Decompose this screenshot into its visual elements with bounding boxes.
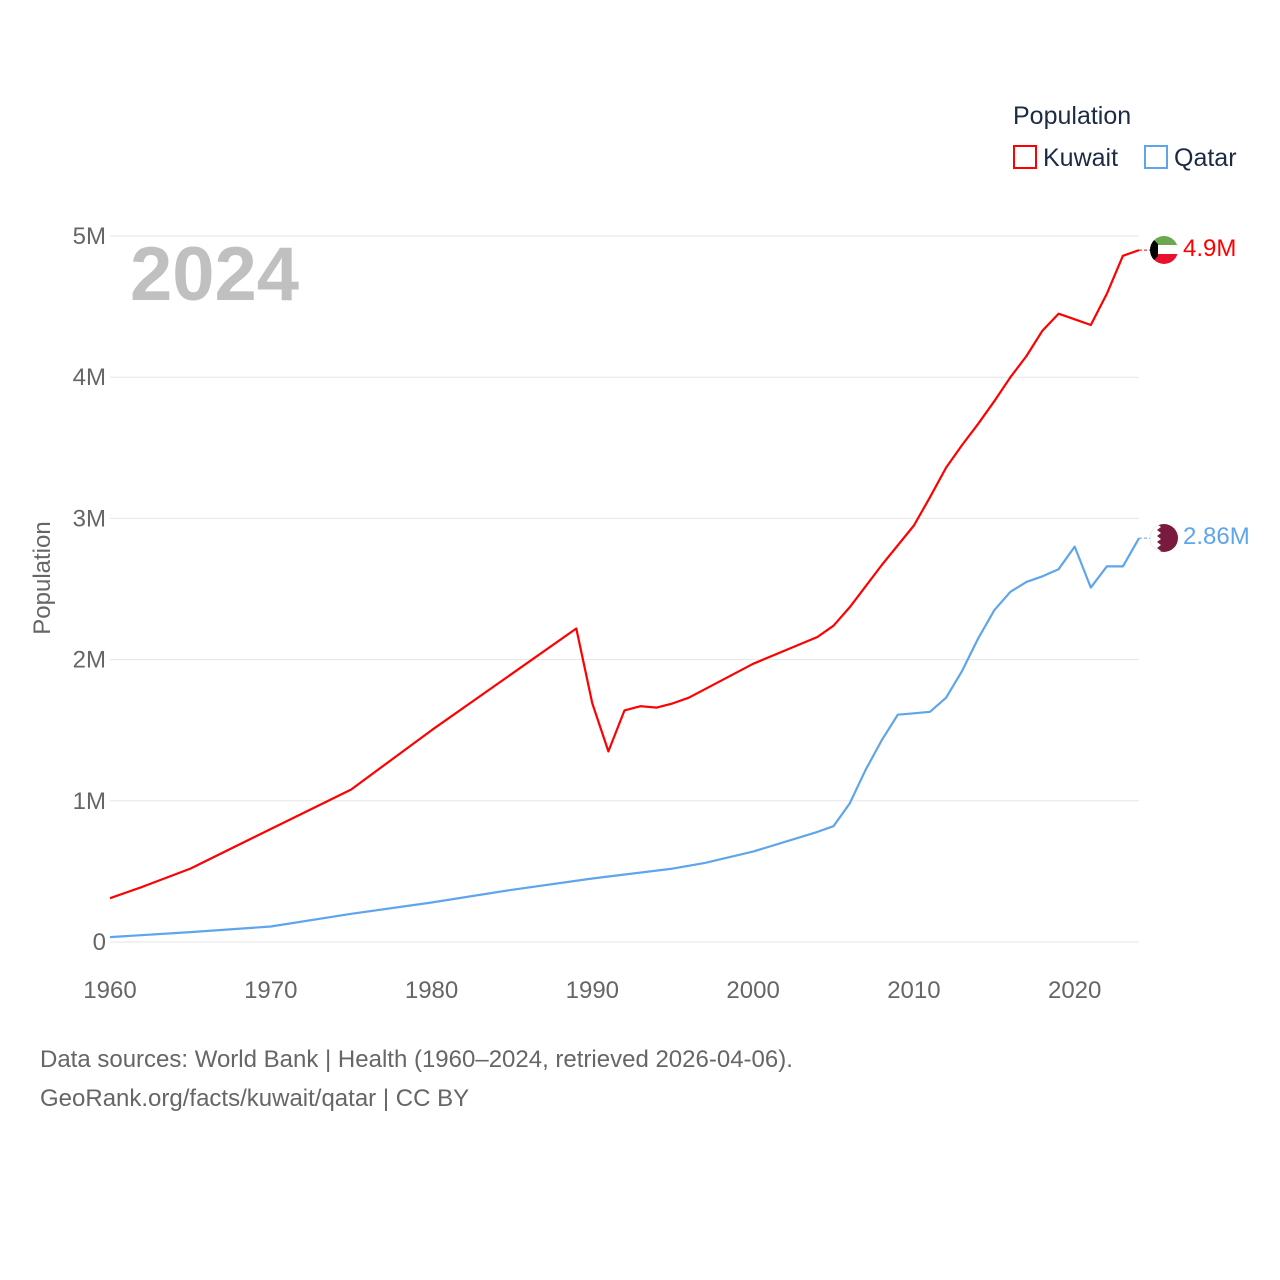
kuwait-end-label: 4.9M: [1183, 235, 1236, 262]
footer-sources: Data sources: World Bank | Health (1960–…: [40, 1046, 793, 1073]
x-tick-label: 2020: [1048, 977, 1101, 1004]
x-tick-label: 2010: [887, 977, 940, 1004]
y-tick-label: 0: [93, 929, 106, 956]
legend-label-qatar: Qatar: [1174, 144, 1237, 172]
kuwait-flag-icon: [1150, 236, 1178, 264]
year-watermark: 2024: [130, 232, 299, 317]
qatar-end-label: 2.86M: [1183, 523, 1250, 550]
y-tick-label: 1M: [73, 788, 106, 815]
y-tick-label: 5M: [73, 223, 106, 250]
x-tick-label: 1970: [244, 977, 297, 1004]
x-tick-label: 1980: [405, 977, 458, 1004]
legend-item-kuwait[interactable]: Kuwait: [1013, 144, 1118, 172]
series-line-kuwait: [109, 249, 1140, 900]
x-tick-label: 1960: [83, 977, 136, 1004]
legend-item-qatar[interactable]: Qatar: [1144, 144, 1237, 172]
y-tick-label: 2M: [73, 647, 106, 674]
y-axis-label: Population: [29, 521, 56, 634]
y-tick-label: 4M: [73, 364, 106, 391]
legend-label-kuwait: Kuwait: [1043, 144, 1118, 172]
series-line-qatar: [109, 537, 1140, 939]
qatar-flag-icon: [1150, 524, 1178, 552]
x-tick-label: 1990: [566, 977, 619, 1004]
y-tick-label: 3M: [73, 505, 106, 532]
legend-swatch-qatar: [1144, 145, 1168, 169]
footer-link[interactable]: GeoRank.org/facts/kuwait/qatar | CC BY: [40, 1085, 470, 1112]
legend-swatch-kuwait: [1013, 145, 1037, 169]
legend-title: Population: [1013, 102, 1131, 130]
x-tick-label: 2000: [726, 977, 779, 1004]
